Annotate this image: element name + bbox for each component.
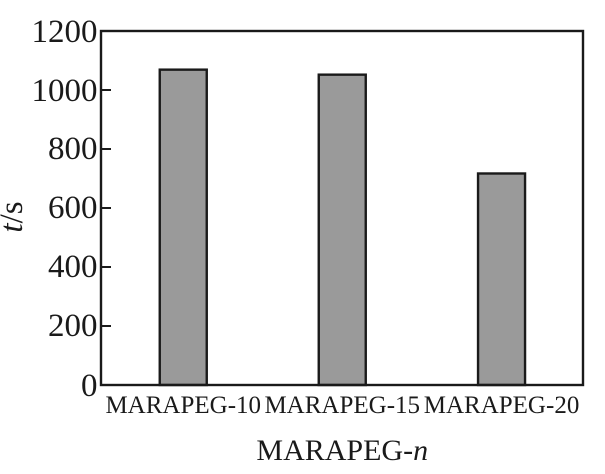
- svg-text:200: 200: [48, 308, 98, 344]
- svg-text:MARAPEG-n: MARAPEG-n: [256, 434, 428, 467]
- svg-text:400: 400: [48, 249, 98, 285]
- svg-text:MARAPEG-20: MARAPEG-20: [424, 392, 580, 419]
- svg-text:MARAPEG-15: MARAPEG-15: [264, 392, 420, 419]
- svg-text:1200: 1200: [32, 14, 98, 50]
- svg-text:MARAPEG-10: MARAPEG-10: [105, 392, 261, 419]
- svg-text:1000: 1000: [32, 73, 98, 109]
- svg-text:t/s: t/s: [0, 201, 30, 232]
- svg-text:600: 600: [48, 190, 98, 226]
- svg-text:800: 800: [48, 131, 98, 167]
- svg-text:0: 0: [81, 368, 98, 404]
